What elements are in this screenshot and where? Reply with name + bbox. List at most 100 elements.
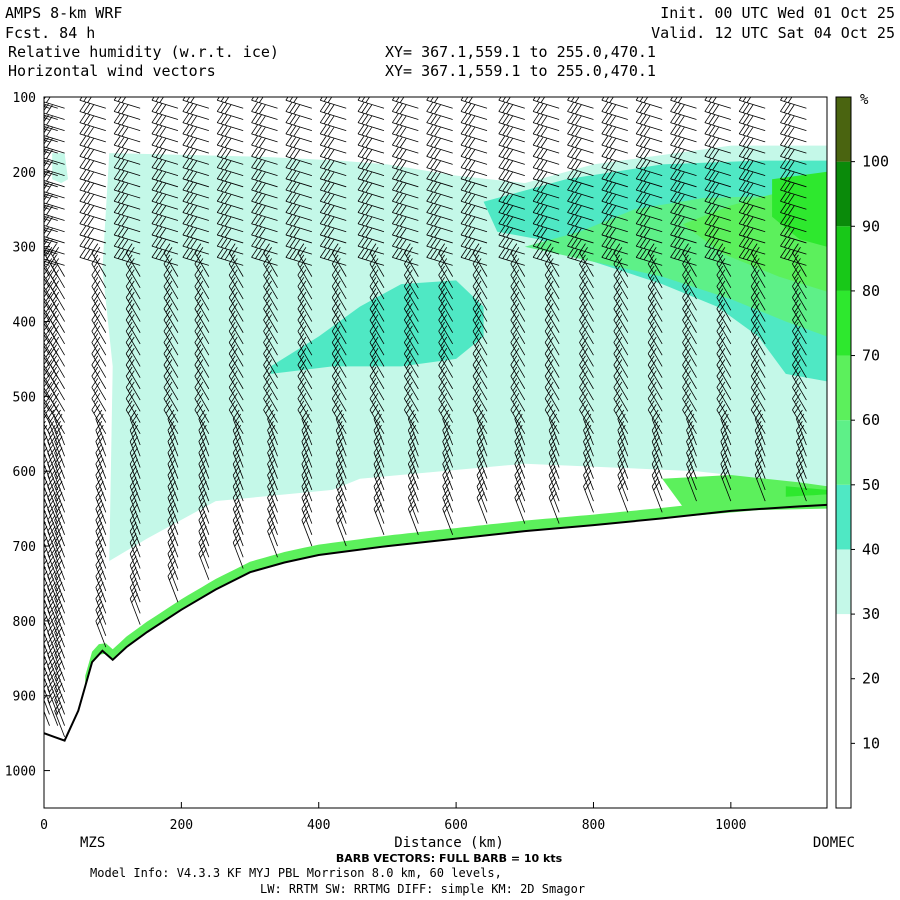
barb-staff — [95, 531, 107, 558]
barb-staff — [651, 486, 663, 513]
barb-staff — [416, 97, 419, 98]
barb-tick — [468, 205, 476, 216]
barb-tick — [674, 215, 681, 226]
barb-tick — [443, 469, 451, 480]
barb-tick — [87, 115, 94, 126]
barb-staff — [510, 263, 526, 289]
barb-tick — [498, 124, 506, 135]
barb-tick — [323, 249, 331, 259]
barb-tick — [297, 265, 305, 276]
barb-tick — [96, 604, 104, 614]
barb-staff — [613, 308, 629, 333]
barb-tick — [297, 355, 305, 366]
barb-staff — [373, 418, 385, 446]
barb-tick — [605, 170, 613, 181]
barb-staff — [163, 353, 179, 378]
barb-tick — [200, 447, 207, 457]
valid-time: Valid. 12 UTC Sat 04 Oct 25 — [651, 24, 895, 42]
barb-tick — [267, 510, 274, 521]
barb-staff — [357, 167, 385, 176]
barb-tick — [460, 169, 468, 180]
barb-staff — [176, 97, 178, 98]
barb-staff — [438, 342, 454, 367]
barb-staff — [750, 409, 766, 434]
barb-staff — [335, 475, 347, 502]
barb-tick — [502, 114, 510, 125]
barb-tick — [752, 303, 760, 313]
barb-tick — [357, 236, 365, 247]
barb-tick — [23, 125, 29, 134]
barb-tick — [151, 102, 159, 112]
barb-tick — [609, 149, 616, 159]
barb-tick — [234, 469, 242, 480]
barb-staff — [533, 144, 560, 154]
barb-tick — [548, 465, 556, 476]
wind-column-22 — [738, 97, 766, 502]
barb-tick — [406, 291, 413, 302]
barb-staff — [44, 135, 65, 143]
barb-staff — [617, 475, 629, 502]
barb-staff — [780, 111, 807, 120]
colorbar-swatch-5 — [836, 290, 851, 356]
barb-tick — [127, 291, 135, 302]
barb-tick — [47, 656, 55, 667]
barb-tick — [44, 366, 51, 377]
barb-staff — [442, 497, 454, 524]
barb-tick — [265, 370, 272, 380]
barb-staff — [54, 452, 65, 479]
barb-staff — [228, 308, 244, 333]
barb-tick — [794, 246, 801, 257]
barb-tick — [510, 288, 518, 298]
barb-tick — [403, 288, 411, 298]
barb-tick — [716, 378, 724, 388]
barb-tick — [651, 443, 659, 453]
barb-tick — [792, 254, 799, 265]
barb-tick — [52, 392, 60, 403]
barb-tick — [746, 194, 754, 204]
barb-tick — [234, 413, 242, 424]
barb-staff — [792, 252, 807, 277]
barb-staff — [320, 133, 347, 143]
barb-tick — [255, 204, 262, 214]
barb-tick — [117, 148, 125, 158]
barb-staff — [369, 274, 385, 300]
barb-staff — [750, 297, 766, 322]
barb-tick — [83, 249, 91, 259]
barb-tick — [647, 254, 655, 265]
barb-staff — [438, 274, 454, 300]
barb-tick — [96, 413, 104, 424]
field-wind-label: Horizontal wind vectors — [8, 62, 216, 80]
barb-tick — [169, 514, 176, 525]
barb-staff — [54, 643, 65, 670]
barb-staff — [331, 252, 347, 277]
y-tick-label: 200 — [13, 166, 36, 181]
barb-tick — [609, 239, 616, 249]
barb-tick — [617, 477, 625, 487]
barb-staff — [129, 430, 141, 457]
barb-tick — [47, 454, 55, 465]
barb-staff — [544, 409, 560, 434]
barb-tick — [716, 400, 724, 411]
barb-tick — [117, 249, 125, 259]
barb-tick — [95, 522, 103, 532]
barb-tick — [515, 469, 523, 480]
barb-tick — [438, 378, 446, 388]
barb-tick — [406, 359, 413, 369]
barb-staff — [510, 308, 526, 333]
barb-tick — [468, 183, 476, 193]
barb-staff — [44, 114, 58, 120]
barb-staff — [44, 367, 50, 378]
barb-tick — [375, 481, 382, 491]
barb-staff — [54, 677, 65, 704]
barb-tick — [752, 280, 760, 291]
barb-tick — [427, 80, 433, 89]
barb-staff — [451, 97, 453, 98]
barb-tick — [670, 203, 677, 213]
barb-staff — [426, 144, 453, 154]
barb-tick — [255, 182, 262, 192]
barb-staff — [636, 245, 663, 255]
barb-staff — [335, 463, 347, 491]
barb-tick — [337, 436, 345, 446]
barb-staff — [750, 286, 766, 311]
barb-tick — [182, 225, 190, 236]
